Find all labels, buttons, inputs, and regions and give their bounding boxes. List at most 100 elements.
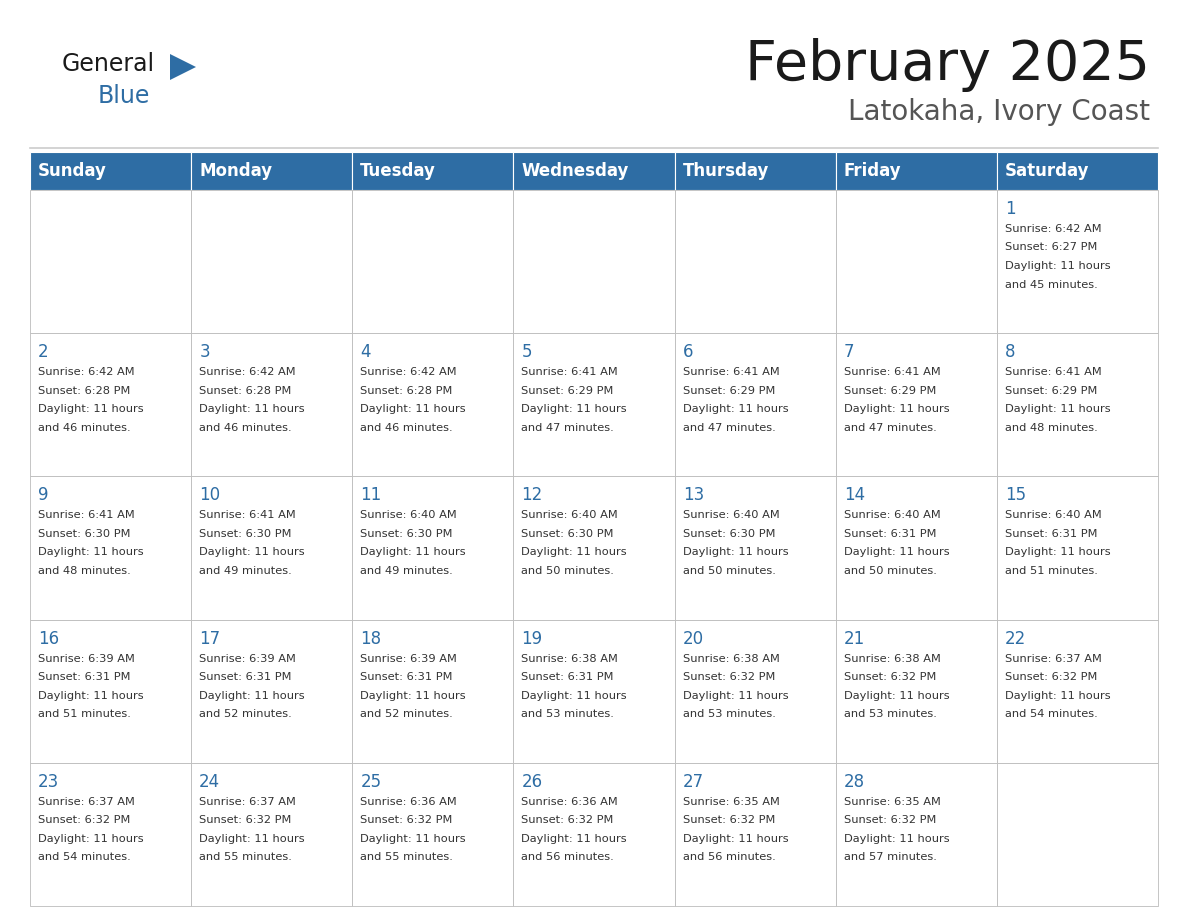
Text: 5: 5 bbox=[522, 343, 532, 361]
Text: 24: 24 bbox=[200, 773, 220, 790]
Text: Sunset: 6:31 PM: Sunset: 6:31 PM bbox=[360, 672, 453, 682]
Text: and 50 minutes.: and 50 minutes. bbox=[522, 565, 614, 576]
Text: Sunset: 6:32 PM: Sunset: 6:32 PM bbox=[1005, 672, 1098, 682]
FancyBboxPatch shape bbox=[835, 190, 997, 333]
Text: and 51 minutes.: and 51 minutes. bbox=[1005, 565, 1098, 576]
Text: Sunset: 6:28 PM: Sunset: 6:28 PM bbox=[200, 386, 291, 396]
Text: Sunrise: 6:42 AM: Sunrise: 6:42 AM bbox=[38, 367, 134, 377]
FancyBboxPatch shape bbox=[30, 152, 191, 190]
FancyBboxPatch shape bbox=[30, 190, 191, 333]
Text: Daylight: 11 hours: Daylight: 11 hours bbox=[683, 690, 789, 700]
Text: Sunrise: 6:35 AM: Sunrise: 6:35 AM bbox=[843, 797, 941, 807]
Text: Sunrise: 6:40 AM: Sunrise: 6:40 AM bbox=[522, 510, 618, 521]
Text: Sunset: 6:28 PM: Sunset: 6:28 PM bbox=[360, 386, 453, 396]
Text: Sunrise: 6:42 AM: Sunrise: 6:42 AM bbox=[360, 367, 457, 377]
Text: Daylight: 11 hours: Daylight: 11 hours bbox=[38, 834, 144, 844]
Text: 23: 23 bbox=[38, 773, 59, 790]
Text: Sunset: 6:32 PM: Sunset: 6:32 PM bbox=[200, 815, 291, 825]
FancyBboxPatch shape bbox=[513, 763, 675, 906]
Text: and 49 minutes.: and 49 minutes. bbox=[200, 565, 292, 576]
Text: Sunset: 6:30 PM: Sunset: 6:30 PM bbox=[38, 529, 131, 539]
Text: Daylight: 11 hours: Daylight: 11 hours bbox=[843, 547, 949, 557]
Text: Sunset: 6:32 PM: Sunset: 6:32 PM bbox=[360, 815, 453, 825]
FancyBboxPatch shape bbox=[675, 190, 835, 333]
Text: Daylight: 11 hours: Daylight: 11 hours bbox=[200, 404, 305, 414]
Text: 25: 25 bbox=[360, 773, 381, 790]
FancyBboxPatch shape bbox=[191, 763, 353, 906]
Text: 22: 22 bbox=[1005, 630, 1026, 647]
Text: Sunrise: 6:35 AM: Sunrise: 6:35 AM bbox=[683, 797, 779, 807]
Text: Friday: Friday bbox=[843, 162, 902, 180]
Text: Saturday: Saturday bbox=[1005, 162, 1089, 180]
Text: Sunrise: 6:37 AM: Sunrise: 6:37 AM bbox=[1005, 654, 1101, 664]
Text: Daylight: 11 hours: Daylight: 11 hours bbox=[360, 547, 466, 557]
Text: 8: 8 bbox=[1005, 343, 1016, 361]
FancyBboxPatch shape bbox=[513, 152, 675, 190]
Text: and 48 minutes.: and 48 minutes. bbox=[1005, 422, 1098, 432]
Text: Daylight: 11 hours: Daylight: 11 hours bbox=[38, 547, 144, 557]
Text: and 56 minutes.: and 56 minutes. bbox=[683, 852, 776, 862]
Text: Sunset: 6:32 PM: Sunset: 6:32 PM bbox=[683, 815, 775, 825]
Text: Daylight: 11 hours: Daylight: 11 hours bbox=[1005, 547, 1111, 557]
FancyBboxPatch shape bbox=[191, 476, 353, 620]
Text: Daylight: 11 hours: Daylight: 11 hours bbox=[683, 547, 789, 557]
Text: Monday: Monday bbox=[200, 162, 272, 180]
Text: Daylight: 11 hours: Daylight: 11 hours bbox=[1005, 261, 1111, 271]
Text: Sunset: 6:30 PM: Sunset: 6:30 PM bbox=[200, 529, 292, 539]
FancyBboxPatch shape bbox=[997, 190, 1158, 333]
Text: Sunset: 6:29 PM: Sunset: 6:29 PM bbox=[522, 386, 614, 396]
FancyBboxPatch shape bbox=[675, 620, 835, 763]
FancyBboxPatch shape bbox=[513, 333, 675, 476]
FancyBboxPatch shape bbox=[997, 152, 1158, 190]
Text: and 46 minutes.: and 46 minutes. bbox=[38, 422, 131, 432]
FancyBboxPatch shape bbox=[353, 763, 513, 906]
FancyBboxPatch shape bbox=[835, 476, 997, 620]
Text: and 47 minutes.: and 47 minutes. bbox=[522, 422, 614, 432]
FancyBboxPatch shape bbox=[997, 763, 1158, 906]
Text: Sunrise: 6:40 AM: Sunrise: 6:40 AM bbox=[683, 510, 779, 521]
Text: 4: 4 bbox=[360, 343, 371, 361]
Text: Sunset: 6:29 PM: Sunset: 6:29 PM bbox=[1005, 386, 1098, 396]
Text: and 52 minutes.: and 52 minutes. bbox=[360, 709, 453, 719]
FancyBboxPatch shape bbox=[513, 190, 675, 333]
Text: Sunrise: 6:39 AM: Sunrise: 6:39 AM bbox=[200, 654, 296, 664]
Text: Daylight: 11 hours: Daylight: 11 hours bbox=[843, 404, 949, 414]
FancyBboxPatch shape bbox=[353, 476, 513, 620]
Text: and 54 minutes.: and 54 minutes. bbox=[38, 852, 131, 862]
Text: Sunrise: 6:37 AM: Sunrise: 6:37 AM bbox=[38, 797, 135, 807]
FancyBboxPatch shape bbox=[835, 620, 997, 763]
Text: and 47 minutes.: and 47 minutes. bbox=[843, 422, 936, 432]
Text: Sunrise: 6:41 AM: Sunrise: 6:41 AM bbox=[1005, 367, 1101, 377]
FancyBboxPatch shape bbox=[997, 620, 1158, 763]
Text: February 2025: February 2025 bbox=[745, 38, 1150, 92]
Text: Daylight: 11 hours: Daylight: 11 hours bbox=[200, 834, 305, 844]
Text: Daylight: 11 hours: Daylight: 11 hours bbox=[360, 404, 466, 414]
Text: Sunrise: 6:38 AM: Sunrise: 6:38 AM bbox=[522, 654, 619, 664]
Text: Sunrise: 6:41 AM: Sunrise: 6:41 AM bbox=[200, 510, 296, 521]
Text: Daylight: 11 hours: Daylight: 11 hours bbox=[683, 834, 789, 844]
Text: Sunset: 6:31 PM: Sunset: 6:31 PM bbox=[843, 529, 936, 539]
FancyBboxPatch shape bbox=[30, 476, 191, 620]
Text: Sunrise: 6:36 AM: Sunrise: 6:36 AM bbox=[360, 797, 457, 807]
Text: 14: 14 bbox=[843, 487, 865, 504]
Text: Sunrise: 6:40 AM: Sunrise: 6:40 AM bbox=[360, 510, 457, 521]
Text: Daylight: 11 hours: Daylight: 11 hours bbox=[38, 404, 144, 414]
FancyBboxPatch shape bbox=[675, 476, 835, 620]
Text: 21: 21 bbox=[843, 630, 865, 647]
Text: Sunset: 6:31 PM: Sunset: 6:31 PM bbox=[200, 672, 292, 682]
Text: and 46 minutes.: and 46 minutes. bbox=[360, 422, 453, 432]
Text: 28: 28 bbox=[843, 773, 865, 790]
FancyBboxPatch shape bbox=[513, 476, 675, 620]
Text: 2: 2 bbox=[38, 343, 49, 361]
FancyBboxPatch shape bbox=[353, 620, 513, 763]
Text: Sunrise: 6:39 AM: Sunrise: 6:39 AM bbox=[38, 654, 135, 664]
Text: and 48 minutes.: and 48 minutes. bbox=[38, 565, 131, 576]
Text: Daylight: 11 hours: Daylight: 11 hours bbox=[843, 834, 949, 844]
Text: Sunrise: 6:37 AM: Sunrise: 6:37 AM bbox=[200, 797, 296, 807]
Text: 16: 16 bbox=[38, 630, 59, 647]
Text: Tuesday: Tuesday bbox=[360, 162, 436, 180]
Text: Daylight: 11 hours: Daylight: 11 hours bbox=[360, 834, 466, 844]
Text: Sunrise: 6:39 AM: Sunrise: 6:39 AM bbox=[360, 654, 457, 664]
Text: 13: 13 bbox=[683, 487, 703, 504]
Text: Daylight: 11 hours: Daylight: 11 hours bbox=[843, 690, 949, 700]
